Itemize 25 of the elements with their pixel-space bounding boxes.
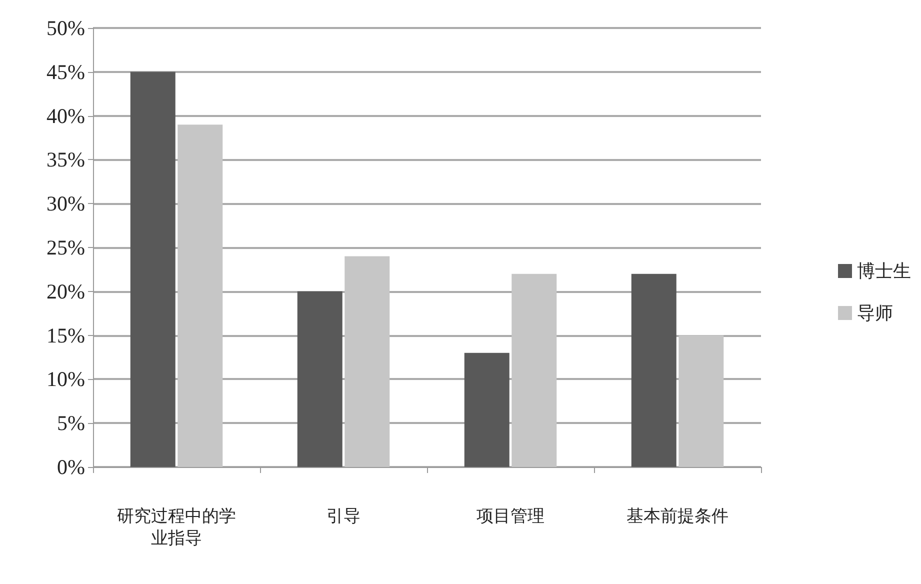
y-tick-label: 5% (57, 411, 85, 436)
legend-label: 博士生 (857, 261, 911, 281)
bar (464, 352, 510, 467)
y-tick-label: 10% (46, 367, 85, 392)
y-tick-label: 50% (46, 16, 85, 40)
bar (631, 274, 676, 467)
bar (678, 335, 724, 467)
y-tick-label: 0% (57, 455, 85, 479)
y-tick-label: 45% (46, 60, 85, 84)
y-tick-label: 15% (46, 323, 85, 348)
x-tick-label: 项目管理 (476, 506, 544, 526)
y-tick-label: 20% (46, 279, 85, 304)
x-tick-label: 研究过程中的学业指导 (117, 506, 236, 548)
bar (178, 124, 223, 467)
y-tick-label: 30% (46, 192, 85, 216)
y-tick-label: 40% (46, 104, 85, 128)
bar (130, 72, 176, 467)
legend-label: 导师 (857, 303, 893, 323)
bar (344, 256, 390, 467)
y-tick-label: 25% (46, 236, 85, 260)
x-tick-label: 基本前提条件 (626, 506, 728, 526)
x-tick-label: 引导 (326, 506, 360, 526)
y-tick-label: 35% (46, 148, 85, 172)
bar (297, 291, 342, 467)
bar (512, 274, 557, 467)
